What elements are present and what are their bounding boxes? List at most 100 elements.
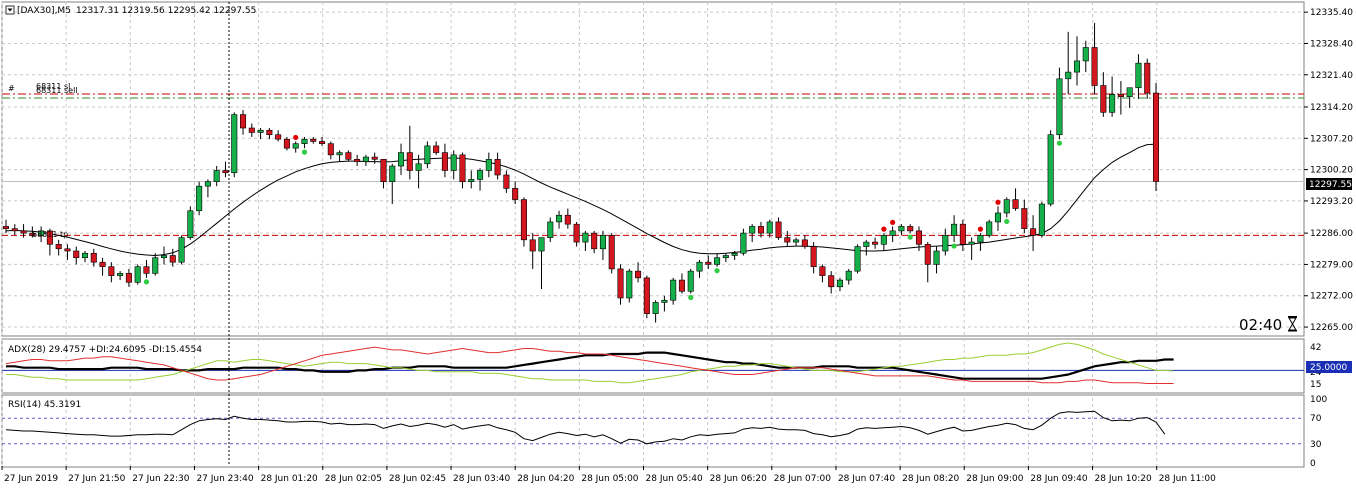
candle-body [64, 248, 71, 252]
candle-body [125, 273, 132, 283]
candle [1100, 72, 1107, 117]
candle [117, 271, 124, 281]
adx-level-label: 25.0000 [1310, 363, 1347, 373]
candle [380, 159, 387, 189]
candle [178, 235, 185, 265]
candle [152, 253, 159, 276]
candle-body [134, 266, 141, 283]
candle-body [749, 226, 756, 234]
candle-body [169, 255, 176, 263]
time-tick-label: 28 Jun 01:20 [261, 474, 318, 484]
candle [213, 166, 220, 187]
candle-body [20, 230, 27, 234]
candle [793, 237, 800, 247]
candle [959, 219, 966, 252]
candle [1021, 199, 1028, 234]
rsi-tick-label: 70 [1310, 414, 1322, 424]
candle [1091, 22, 1098, 95]
candle [529, 233, 536, 269]
candle [292, 141, 299, 153]
time-tick-label: 28 Jun 06:20 [710, 474, 767, 484]
rsi-panel[interactable] [1, 394, 1305, 468]
candle [336, 150, 343, 162]
order-sell-label: 68311 sell [36, 86, 78, 95]
candle [582, 230, 589, 252]
candle-body [1117, 94, 1124, 97]
candle [845, 268, 852, 285]
candle-body [29, 232, 36, 236]
candle [327, 141, 334, 160]
candle-body [415, 163, 422, 171]
candle-body [292, 143, 299, 149]
candle-body [907, 226, 914, 232]
current-price-box [1306, 178, 1352, 190]
candle-body [389, 165, 396, 182]
bar-countdown: 02:40 [1239, 316, 1282, 334]
candle-body [915, 230, 922, 245]
candle [108, 262, 115, 283]
time-tick-label: 28 Jun 02:05 [325, 474, 382, 484]
candle [134, 264, 141, 285]
candle [1056, 67, 1063, 140]
candle [924, 242, 931, 283]
time-tick-label: 28 Jun 10:20 [1095, 474, 1152, 484]
candle-body [959, 223, 966, 245]
candle [617, 264, 624, 305]
candle [433, 141, 440, 155]
candle [477, 168, 484, 191]
candle-body [354, 159, 361, 162]
candle [38, 226, 45, 243]
candle-body [635, 270, 642, 279]
candle [301, 136, 308, 149]
candle [345, 150, 352, 162]
time-tick-label: 28 Jun 11:00 [1159, 474, 1216, 484]
candle [556, 210, 563, 229]
candle-body [1100, 85, 1107, 113]
candle [204, 179, 211, 198]
candle-body [582, 232, 589, 243]
candle-body [898, 226, 905, 232]
buy-signal-dot [1004, 218, 1010, 225]
candle-body [152, 257, 159, 274]
buy-signal-dot [907, 234, 913, 240]
candle-body [213, 170, 220, 182]
adx-tick-label: 15 [1310, 380, 1321, 390]
candle-body [564, 214, 571, 225]
price-tick-label: 12279.00 [1310, 260, 1353, 270]
candle [872, 237, 879, 249]
candle-body [854, 246, 861, 272]
candle-body [494, 159, 501, 176]
adx-series-line [6, 342, 1174, 384]
candle-body [828, 275, 835, 288]
time-axis: 27 Jun 2019 27 Jun 21:50 27 Jun 22:30 27 Ju… [1, 466, 1216, 484]
candle-body [1065, 71, 1072, 80]
candle [485, 152, 492, 178]
candle-body [924, 244, 931, 265]
candle [1038, 201, 1045, 238]
moving-average-line [5, 143, 1157, 257]
candle-body [459, 154, 466, 182]
main-panel[interactable] [1, 1, 1305, 337]
candle-body [380, 159, 387, 182]
candle-body [38, 230, 45, 236]
candle-body [775, 221, 782, 238]
candle-body [310, 138, 317, 142]
candle-body [951, 223, 958, 236]
price-tick-label: 12335.40 [1310, 8, 1353, 18]
candle-body [1047, 134, 1054, 205]
candle [2, 219, 10, 234]
candle-body [617, 268, 624, 299]
candle [933, 246, 940, 274]
time-tick-label: 28 Jun 05:00 [581, 474, 638, 484]
candle-body [178, 237, 185, 263]
candle [283, 136, 290, 151]
candle-body [740, 232, 747, 254]
candle-body [538, 237, 545, 252]
adx-title: ADX(28) 29.4757 +DI:24.6095 -DI:15.4554 [8, 345, 202, 355]
sell-signal-dot [293, 134, 299, 141]
candle-body [556, 214, 563, 223]
candle-body [2, 226, 10, 229]
candle [222, 161, 229, 178]
rsi-tick-label: 100 [1310, 395, 1327, 405]
